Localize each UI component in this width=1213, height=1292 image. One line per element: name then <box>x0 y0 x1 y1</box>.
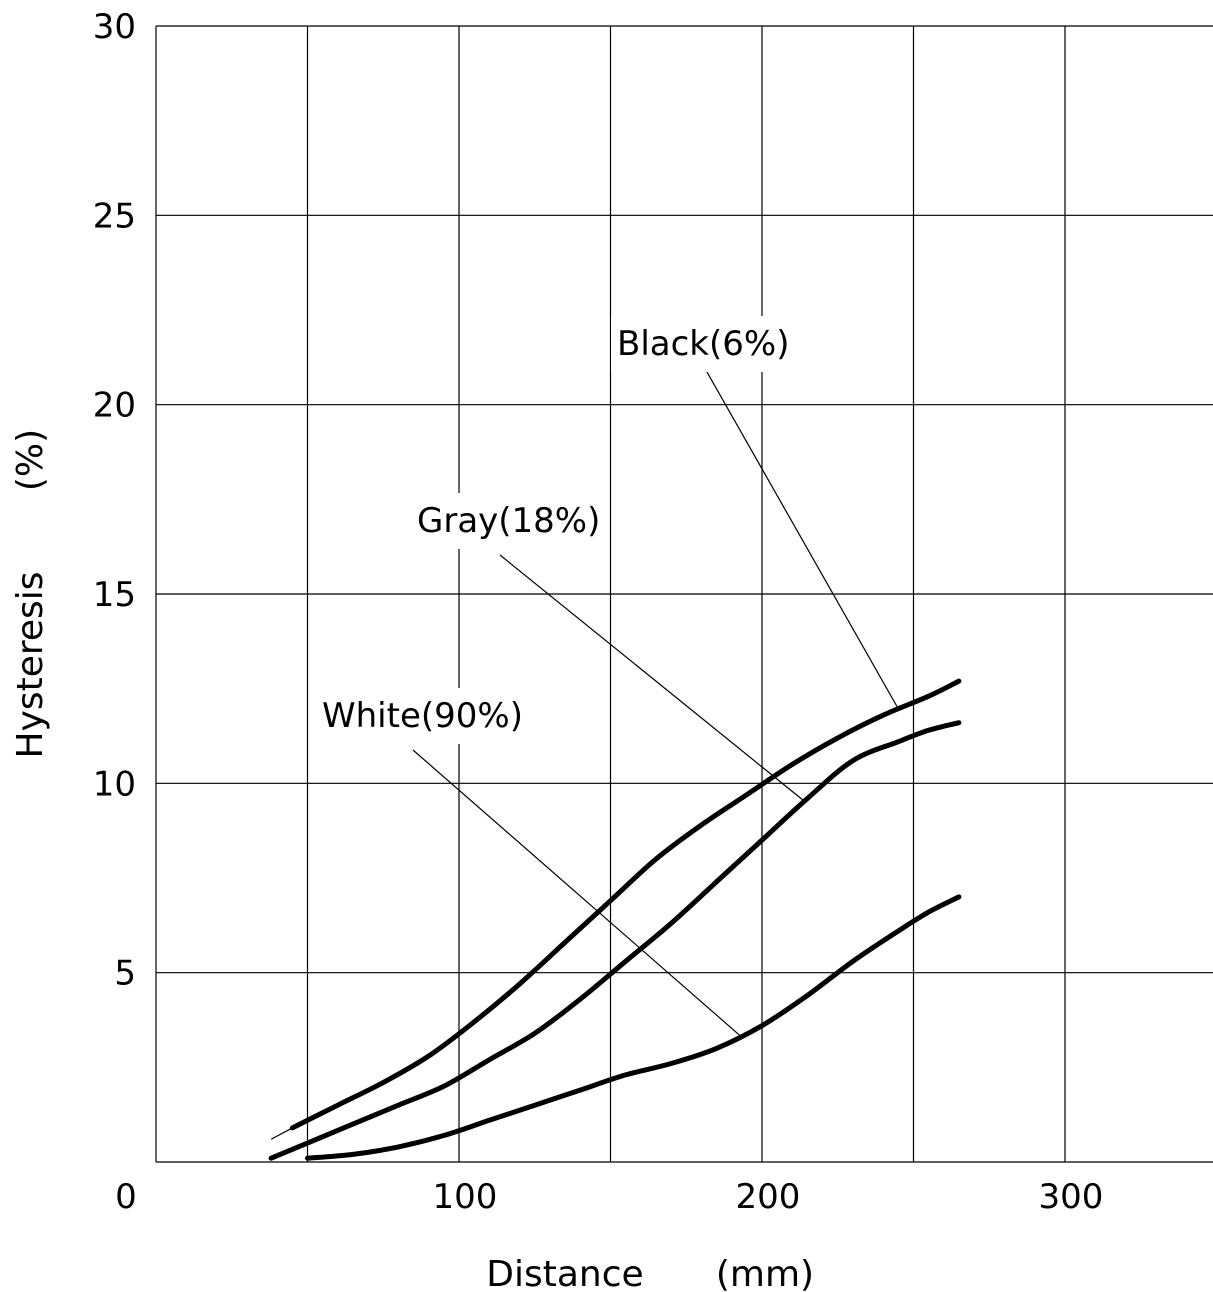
x-axis-unit: (mm) <box>716 1254 814 1292</box>
y-tick-label: 10 <box>93 764 136 804</box>
x-tick-label: 300 <box>1039 1177 1104 1217</box>
series-line-gray <box>268 720 962 1161</box>
x-axis-title: Distance <box>486 1254 643 1292</box>
series-label-black: Black(6%) <box>617 324 789 364</box>
series-label-white: White(90%) <box>322 696 523 736</box>
series-line-black <box>289 678 962 1131</box>
leader-line-white <box>412 749 742 1037</box>
y-tick-label: 20 <box>93 386 136 426</box>
series-line-black-lead-in <box>270 1127 293 1140</box>
series-label-backing <box>316 688 529 744</box>
x-tick-label: 0 <box>115 1177 137 1217</box>
series-label-gray: Gray(18%) <box>417 501 600 541</box>
series-label-backing <box>611 316 796 372</box>
series-label-backing <box>411 493 607 549</box>
y-axis-title: Hysteresis <box>10 571 51 758</box>
y-tick-label: 5 <box>114 954 136 994</box>
x-tick-label: 200 <box>736 1177 801 1217</box>
x-tick-label: 100 <box>433 1177 498 1217</box>
series-labels: Black(6%) Gray(18%) White(90%) <box>316 316 796 744</box>
series-line-white <box>305 894 962 1161</box>
data-curves <box>268 678 962 1161</box>
grid-lines <box>155 25 1213 1163</box>
y-tick-label: 15 <box>93 575 136 615</box>
y-tick-label: 30 <box>93 7 136 47</box>
leader-line-black <box>702 364 899 710</box>
leader-line-gray <box>499 554 805 802</box>
y-tick-label: 25 <box>93 196 136 236</box>
y-axis-unit: (%) <box>10 429 51 491</box>
label-leader-lines <box>412 364 899 1037</box>
